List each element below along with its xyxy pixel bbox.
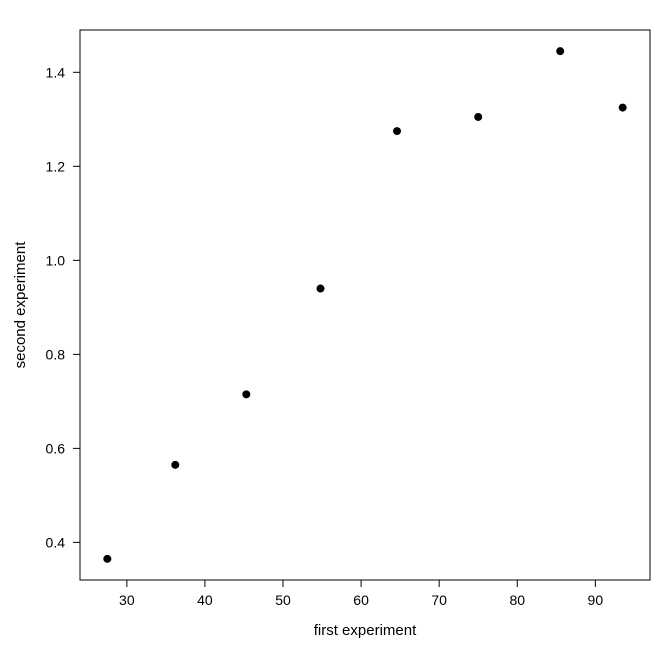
y-tick-label: 1.0	[46, 252, 66, 268]
y-tick-label: 0.4	[46, 534, 66, 550]
data-point	[316, 285, 324, 293]
y-tick-label: 0.6	[46, 440, 66, 456]
scatter-chart: 30 40 50 60 70 80 90 0.4 0.6 0.8 1.0 1.2 1.4 first ex…	[0, 0, 672, 671]
x-axis-label: first experiment	[314, 622, 417, 639]
y-tick-label: 0.8	[46, 346, 66, 362]
chart-svg: 30 40 50 60 70 80 90 0.4 0.6 0.8 1.0 1.2 1.4 first ex…	[0, 0, 672, 671]
data-point	[242, 390, 250, 398]
x-tick-label: 40	[197, 592, 213, 608]
data-point	[393, 127, 401, 135]
data-point	[103, 555, 111, 563]
data-point	[171, 461, 179, 469]
y-axis-label: second experiment	[12, 241, 29, 369]
x-tick-label: 70	[431, 592, 447, 608]
data-point	[474, 113, 482, 121]
x-tick-label: 50	[275, 592, 291, 608]
data-point	[556, 47, 564, 55]
y-tick-label: 1.4	[46, 64, 66, 80]
x-tick-label: 80	[509, 592, 525, 608]
x-tick-label: 30	[119, 592, 135, 608]
data-point	[619, 104, 627, 112]
y-tick-label: 1.2	[46, 158, 66, 174]
x-tick-label: 60	[353, 592, 369, 608]
x-tick-label: 90	[588, 592, 604, 608]
